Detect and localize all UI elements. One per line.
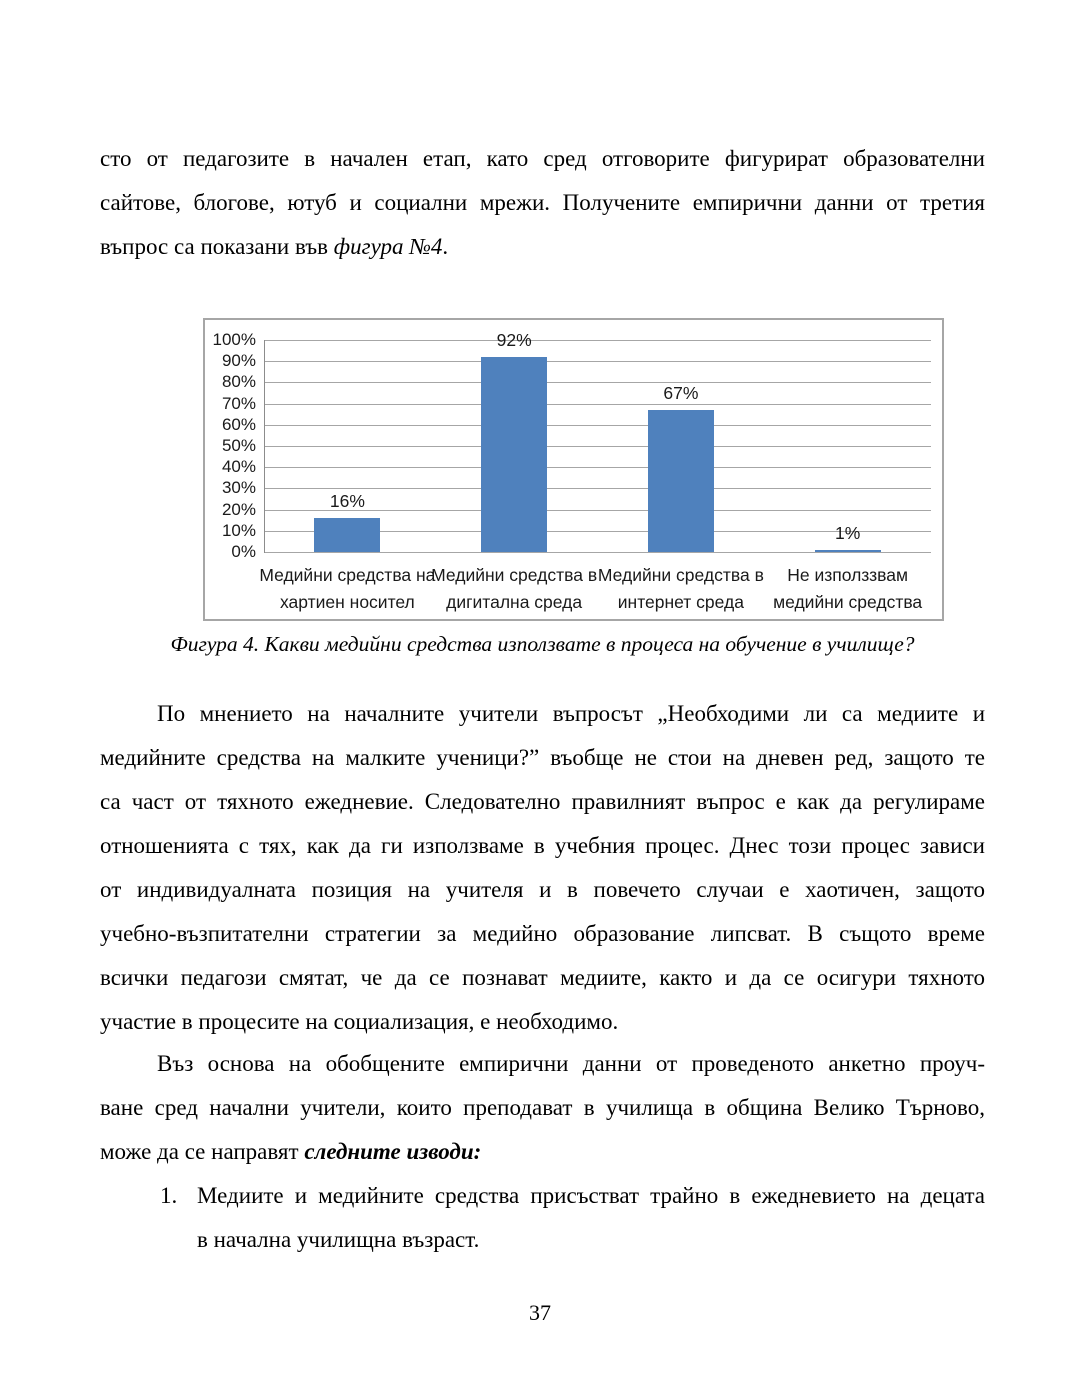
category-label-line: интернет среда: [617, 592, 744, 612]
category-label-line: дигитална среда: [446, 592, 583, 612]
x-axis-category-label: Медийни средства на хартиен носител: [247, 562, 447, 616]
text-line: По мнението на началните учители въпросъ…: [157, 701, 985, 726]
x-axis-category-label: Медийни средства в интернет среда: [581, 562, 781, 616]
category-label-line: Медийни средства в: [597, 565, 764, 585]
y-axis-tick-label: 60%: [221, 414, 256, 434]
category-label-line: Медийни средства в: [431, 565, 598, 585]
bar: [647, 409, 714, 552]
chart-gridline: [264, 446, 931, 447]
bar: [481, 356, 548, 552]
chart-gridline: [264, 509, 931, 511]
y-axis-tick-label: 80%: [221, 372, 256, 392]
text-line: учебно-възпитателни стратегии за медийно…: [100, 921, 985, 946]
chart-gridline: [264, 424, 931, 426]
text-line: сайтове, блогове, ютуб и социални мрежи.…: [100, 190, 985, 215]
bar-value-label: 67%: [663, 382, 699, 403]
text-line: в начална училищна възраст.: [197, 1227, 480, 1252]
y-axis-tick-label: 70%: [221, 393, 256, 413]
text-line: участие в процесите на социализация, е н…: [100, 1009, 619, 1034]
chart-gridline: [264, 467, 931, 469]
text-line: Медиите и медийните средства присъстват …: [197, 1183, 985, 1208]
y-axis-line: [264, 340, 265, 553]
text-line: може да се направят следните изводи:: [100, 1139, 482, 1164]
list-item-text: Медиите и медийните средства присъстват …: [197, 1174, 985, 1262]
bar-value-label: 92%: [496, 329, 532, 350]
chart-gridline: [264, 552, 931, 553]
chart-gridline: [264, 340, 931, 341]
text-line: всички педагози смятат, че да се познава…: [100, 965, 985, 990]
category-label-line: Медийни средства на: [259, 565, 436, 585]
y-axis-tick-label: 30%: [221, 478, 256, 498]
chart-gridline: [264, 403, 931, 405]
y-axis-tick-label: 100%: [212, 330, 256, 349]
bar-value-label: 1%: [834, 522, 861, 543]
page-number: 37: [529, 1300, 551, 1325]
y-axis-tick-label: 40%: [221, 457, 256, 477]
figure-4-bar-chart: 100% 90% 80% 70% 60% 50% 40% 30% 20% 10% 0% 16% Меди…: [203, 318, 944, 621]
chart-gridline: [264, 361, 931, 363]
text-line: са част от тяхното ежедневие. Следовател…: [100, 789, 985, 814]
bar: [314, 518, 381, 552]
bar-value-label: 16%: [329, 491, 365, 512]
bar: [814, 549, 881, 552]
figure-caption: Фигура 4. Какви медийни средства използв…: [170, 632, 915, 656]
chart-gridline: [264, 488, 931, 490]
category-label-line: медийни средства: [773, 592, 923, 612]
category-label-line: Не използзвам: [787, 565, 909, 585]
chart-gridline: [264, 530, 931, 532]
text-line: медийните средства на малките ученици?” …: [100, 745, 985, 770]
x-axis-category-label: Медийни средства в дигитална среда: [414, 562, 614, 616]
y-axis-tick-label: 50%: [221, 436, 256, 455]
chart-gridline: [264, 382, 931, 384]
y-axis-tick-label: 10%: [221, 520, 256, 540]
y-axis-tick-label: 20%: [221, 499, 256, 519]
y-axis-tick-label: 90%: [221, 351, 256, 371]
paragraph-intro: сто от педагозите в начален етап, като с…: [100, 137, 985, 269]
paragraph-conclusions-lead: Въз основа на обобщените емпирични данни…: [100, 1042, 985, 1174]
category-label-line: хартиен носител: [279, 592, 415, 612]
text-line: сто от педагозите в начален етап, като с…: [100, 146, 985, 171]
numbered-list-item-1: 1. Медиите и медийните средства присъств…: [160, 1174, 985, 1262]
y-axis-tick-label: 0%: [231, 542, 256, 561]
x-axis-category-label: Не използзвам медийни средства: [748, 562, 948, 616]
text-line: отношенията с тях, как да ги използваме …: [100, 833, 985, 858]
list-item-number: 1.: [160, 1183, 178, 1208]
text-line: Въз основа на обобщените емпирични данни…: [157, 1051, 985, 1076]
text-line: от индивидуалната позиция на учителя и в…: [100, 877, 985, 902]
text-line: ване сред начални учители, които препода…: [100, 1095, 985, 1120]
text-line: въпрос са показани във фигура №4.: [100, 234, 449, 259]
paragraph-opinion: По мнението на началните учители въпросъ…: [100, 692, 985, 1044]
